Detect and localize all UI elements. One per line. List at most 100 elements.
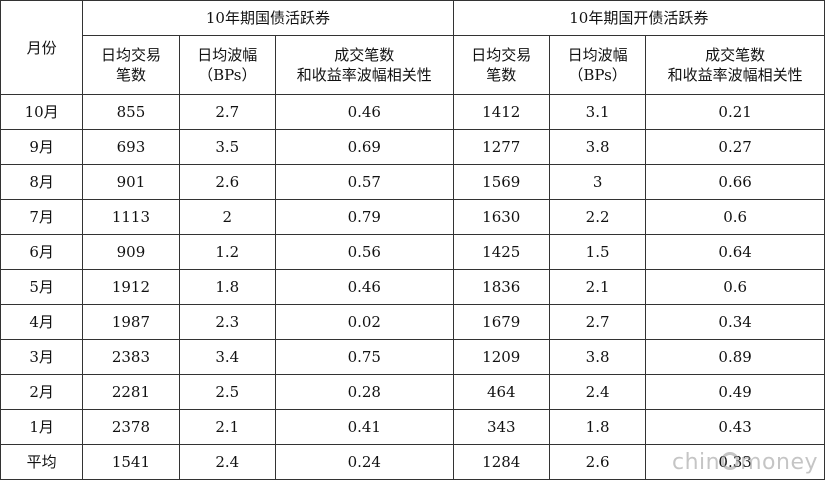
month-cell: 10月	[0, 94, 84, 130]
table-cell: 909	[82, 234, 180, 270]
column-header: 日均波幅 （BPs）	[178, 35, 276, 95]
table-cell: 2.3	[178, 304, 276, 340]
month-cell: 1月	[0, 409, 84, 445]
table-row: 7月 1113 2 0.79 1630 2.2 0.6	[0, 199, 825, 235]
watermark: chin money	[672, 450, 818, 475]
table-cell: 0.28	[274, 374, 454, 410]
table-cell: 1.8	[178, 269, 276, 305]
table-cell: 0.46	[274, 269, 454, 305]
table-row: 8月 901 2.6 0.57 1569 3 0.66	[0, 164, 825, 200]
table-cell: 1.5	[548, 234, 647, 270]
table-cell: 1113	[82, 199, 180, 235]
table-row: 4月 1987 2.3 0.02 1679 2.7 0.34	[0, 304, 825, 340]
column-header: 日均交易 笔数	[452, 35, 550, 95]
table-cell: 0.21	[645, 94, 825, 130]
table-cell: 1209	[452, 339, 550, 375]
column-header: 日均波幅 （BPs）	[548, 35, 647, 95]
month-cell: 5月	[0, 269, 84, 305]
table-cell: 1277	[452, 129, 550, 165]
table-row: 3月 2383 3.4 0.75 1209 3.8 0.89	[0, 339, 825, 375]
header-row-metrics: 日均交易 笔数 日均波幅 （BPs） 成交笔数 和收益率波幅相关性 日均交易 笔数 日均…	[1, 35, 825, 95]
month-column-header: 月份	[0, 0, 84, 95]
table-cell: 1630	[452, 199, 550, 235]
table-cell: 1987	[82, 304, 180, 340]
table-cell: 2378	[82, 409, 180, 445]
table-cell: 0.69	[274, 129, 454, 165]
table-cell: 1.8	[548, 409, 647, 445]
month-cell: 6月	[0, 234, 84, 270]
table-cell: 0.57	[274, 164, 454, 200]
table-cell: 2.2	[548, 199, 647, 235]
table-cell: 0.49	[645, 374, 825, 410]
table-cell: 0.75	[274, 339, 454, 375]
table-row: 10月 855 2.7 0.46 1412 3.1 0.21	[0, 94, 825, 130]
table-row: 2月 2281 2.5 0.28 464 2.4 0.49	[0, 374, 825, 410]
table-cell: 3.8	[548, 129, 647, 165]
table-row: 1月 2378 2.1 0.41 343 1.8 0.43	[0, 409, 825, 445]
table-cell: 2.1	[548, 269, 647, 305]
table-cell: 3.5	[178, 129, 276, 165]
table-cell: 0.34	[645, 304, 825, 340]
group-header-treasury: 10年期国债活跃券	[82, 0, 454, 36]
table-cell: 1284	[452, 444, 550, 480]
table-cell: 3	[548, 164, 647, 200]
table-cell: 2.5	[178, 374, 276, 410]
watermark-logo-icon	[721, 452, 740, 470]
header-row-groups: 月份 10年期国债活跃券 10年期国开债活跃券	[0, 0, 826, 95]
table-cell: 2.4	[548, 374, 647, 410]
table-cell: 0.64	[645, 234, 825, 270]
column-header: 日均交易 笔数	[82, 35, 180, 95]
month-cell: 4月	[0, 304, 84, 340]
table-cell: 1541	[82, 444, 180, 480]
table-cell: 0.02	[274, 304, 454, 340]
table-cell: 0.43	[645, 409, 825, 445]
table-cell: 1912	[82, 269, 180, 305]
table-cell: 2.7	[178, 94, 276, 130]
table-cell: 0.79	[274, 199, 454, 235]
table-cell: 855	[82, 94, 180, 130]
table-cell: 1.2	[178, 234, 276, 270]
table-body: 10月 855 2.7 0.46 1412 3.1 0.21 9月 693 3.5 0.69 1277…	[0, 94, 825, 480]
month-cell: 8月	[0, 164, 84, 200]
table-row: 6月 909 1.2 0.56 1425 1.5 0.64	[0, 234, 825, 270]
group-header-cdb: 10年期国开债活跃券	[452, 0, 826, 36]
month-cell: 3月	[0, 339, 84, 375]
table-cell: 464	[452, 374, 550, 410]
table-row: 5月 1912 1.8 0.46 1836 2.1 0.6	[0, 269, 825, 305]
table-cell: 0.89	[645, 339, 825, 375]
table-cell: 0.41	[274, 409, 454, 445]
table-cell: 2.4	[178, 444, 276, 480]
column-header: 成交笔数 和收益率波幅相关性	[274, 35, 454, 95]
month-cell: 平均	[0, 444, 84, 480]
table-cell: 1569	[452, 164, 550, 200]
table-cell: 2	[178, 199, 276, 235]
table-cell: 0.56	[274, 234, 454, 270]
table-cell: 1679	[452, 304, 550, 340]
table-cell: 1412	[452, 94, 550, 130]
table-cell: 2383	[82, 339, 180, 375]
table-cell: 2.6	[548, 444, 647, 480]
table-cell: 343	[452, 409, 550, 445]
table-cell: 2.1	[178, 409, 276, 445]
table-row: 9月 693 3.5 0.69 1277 3.8 0.27	[0, 129, 825, 165]
table-cell: 3.1	[548, 94, 647, 130]
table-cell: 0.24	[274, 444, 454, 480]
table-cell: 0.27	[645, 129, 825, 165]
table-cell: 3.8	[548, 339, 647, 375]
table-cell: 1836	[452, 269, 550, 305]
table-cell: 0.46	[274, 94, 454, 130]
table-cell: 693	[82, 129, 180, 165]
table-cell: 0.66	[645, 164, 825, 200]
column-header: 成交笔数 和收益率波幅相关性	[645, 35, 825, 95]
table-cell: 2.6	[178, 164, 276, 200]
table-cell: 3.4	[178, 339, 276, 375]
table-cell: 2281	[82, 374, 180, 410]
table-cell: 0.6	[645, 199, 825, 235]
table-cell: 0.6	[645, 269, 825, 305]
month-cell: 9月	[0, 129, 84, 165]
table-cell: 901	[82, 164, 180, 200]
table-cell: 1425	[452, 234, 550, 270]
month-cell: 2月	[0, 374, 84, 410]
table-cell: 2.7	[548, 304, 647, 340]
